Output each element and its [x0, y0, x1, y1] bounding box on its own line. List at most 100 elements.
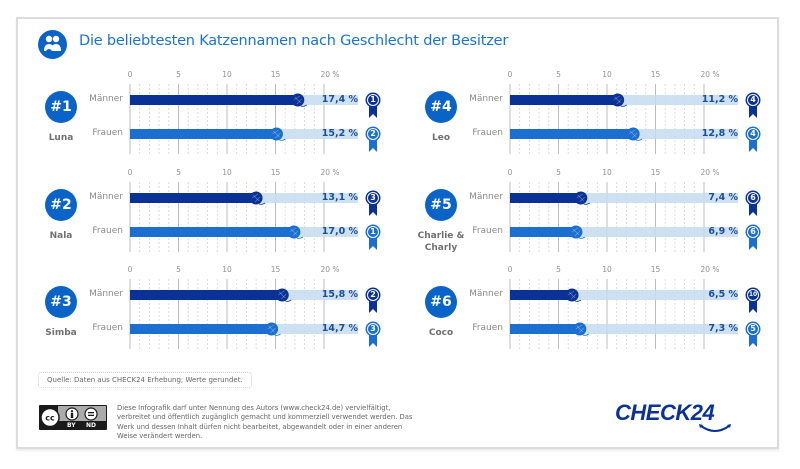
x-tick-label: 10 [602, 168, 612, 177]
x-tick-label: 10 [222, 265, 232, 274]
x-tick-label: 0 [127, 265, 133, 274]
x-tick-label: 5 [176, 168, 181, 177]
group-label: Frauen [472, 323, 503, 333]
bar-chart [509, 182, 761, 252]
bar-track [510, 290, 738, 300]
cat-name: Coco [428, 328, 454, 338]
medal-rank-number: 2 [370, 290, 376, 299]
group-label: Männer [89, 289, 123, 299]
cat-name: Charlie & Charly [417, 231, 465, 253]
x-tick-label: 5 [556, 168, 561, 177]
bar-frauen [510, 129, 635, 139]
rank-badge: #6 [425, 286, 457, 318]
rank-badge: #5 [425, 189, 457, 221]
x-tick-label: 20 % [700, 265, 720, 274]
cat-name: Leo [431, 133, 451, 143]
medal-rank-number: 6 [750, 227, 756, 236]
value-label: 6,5 % [708, 289, 738, 300]
value-label: 14,7 % [321, 323, 358, 334]
bar-track [510, 193, 738, 203]
chart-panel: #5 Charlie & Charly 0 5 10 15 20 % Männer 7,4 % 6… [410, 168, 770, 260]
value-label: 13,1 % [321, 192, 358, 203]
medal-rank-number: 1 [370, 95, 376, 104]
people-icon [38, 30, 67, 59]
group-label: Männer [469, 94, 503, 104]
rank-badge: #2 [45, 189, 77, 221]
cc-by-label: BY [67, 422, 76, 429]
x-tick-label: 0 [507, 168, 513, 177]
x-tick-label: 0 [507, 70, 513, 79]
group-label: Männer [89, 94, 123, 104]
value-label: 15,2 % [321, 128, 358, 139]
bar-chart [129, 182, 381, 252]
bar-track [510, 324, 738, 334]
license-text: Diese Infografik darf unter Nennung des … [117, 404, 413, 440]
group-label: Männer [89, 192, 123, 202]
chart-panel: #6 Coco 0 5 10 15 20 % Männer 6,5 % 10 Frauen 7,3 %… [410, 265, 770, 357]
rank-medal-icon [745, 190, 761, 216]
rank-medal-icon [365, 287, 381, 313]
yarn-ball-icon [249, 191, 266, 205]
yarn-ball-icon [626, 127, 643, 141]
bar-frauen [130, 227, 295, 237]
medal-rank-number: 4 [750, 129, 756, 138]
group-label: Frauen [472, 128, 503, 138]
source-note: Quelle: Daten aus CHECK24 Erhebung; Wert… [38, 372, 252, 388]
bar-chart [509, 84, 761, 154]
x-tick-label: 15 [270, 70, 281, 79]
rank-medal-icon [745, 126, 761, 152]
bar-maenner [510, 290, 574, 300]
x-tick-label: 10 [602, 70, 612, 79]
group-label: Frauen [472, 226, 503, 236]
rank-medal-icon [745, 321, 761, 347]
cat-name: Luna [48, 133, 74, 143]
x-tick-label: 0 [507, 265, 513, 274]
group-label: Frauen [92, 323, 123, 333]
rank-medal-icon [365, 126, 381, 152]
rank-badge: #3 [45, 286, 77, 318]
cat-name: Simba [45, 328, 77, 338]
rank-medal-icon [745, 287, 761, 313]
cat-name: Nala [49, 231, 73, 241]
x-tick-label: 15 [650, 265, 661, 274]
value-label: 17,0 % [321, 226, 358, 237]
x-tick-label: 5 [176, 70, 181, 79]
medal-rank-number: 2 [370, 129, 376, 138]
value-label: 12,8 % [701, 128, 738, 139]
x-tick-label: 20 % [700, 168, 720, 177]
medal-rank-number: 10 [748, 291, 758, 298]
bar-track [510, 227, 738, 237]
medal-rank-number: 5 [750, 324, 756, 333]
rank-medal-icon [745, 224, 761, 250]
x-tick-label: 15 [650, 70, 661, 79]
rank-medal-icon [365, 190, 381, 216]
yarn-ball-icon [269, 127, 286, 141]
group-label: Männer [469, 192, 503, 202]
cc-by-nd-icon: cc BY ND [39, 405, 107, 430]
yarn-ball-icon [574, 191, 591, 205]
rank-badge: #4 [425, 91, 457, 123]
chart-panel: #4 Leo 0 5 10 15 20 % Männer 11,2 % 4 Frauen 12,8 %… [410, 70, 770, 162]
x-tick-label: 20 % [320, 168, 340, 177]
x-tick-label: 15 [650, 168, 661, 177]
group-label: Frauen [92, 128, 123, 138]
medal-rank-number: 1 [370, 227, 376, 236]
page-title: Die beliebtesten Katzennamen nach Geschl… [79, 33, 509, 49]
yarn-ball-icon [611, 93, 627, 107]
bar-maenner [510, 95, 619, 105]
bar-frauen [130, 129, 278, 139]
svg-text:cc: cc [45, 414, 55, 423]
bar-chart [509, 279, 761, 349]
yarn-ball-icon [275, 288, 292, 302]
medal-rank-number: 3 [370, 193, 376, 202]
x-tick-label: 20 % [320, 265, 340, 274]
yarn-ball-icon [573, 322, 590, 336]
group-label: Frauen [92, 226, 123, 236]
x-tick-label: 5 [176, 265, 181, 274]
logo-text: CHECK24 [615, 400, 715, 425]
medal-rank-number: 4 [750, 95, 756, 104]
bar-maenner [130, 95, 299, 105]
group-label: Männer [469, 289, 503, 299]
value-label: 15,8 % [321, 289, 358, 300]
chart-panel: #1 Luna 0 5 10 15 20 % Männer 17,4 % 1 Frauen 15,2 … [30, 70, 390, 162]
